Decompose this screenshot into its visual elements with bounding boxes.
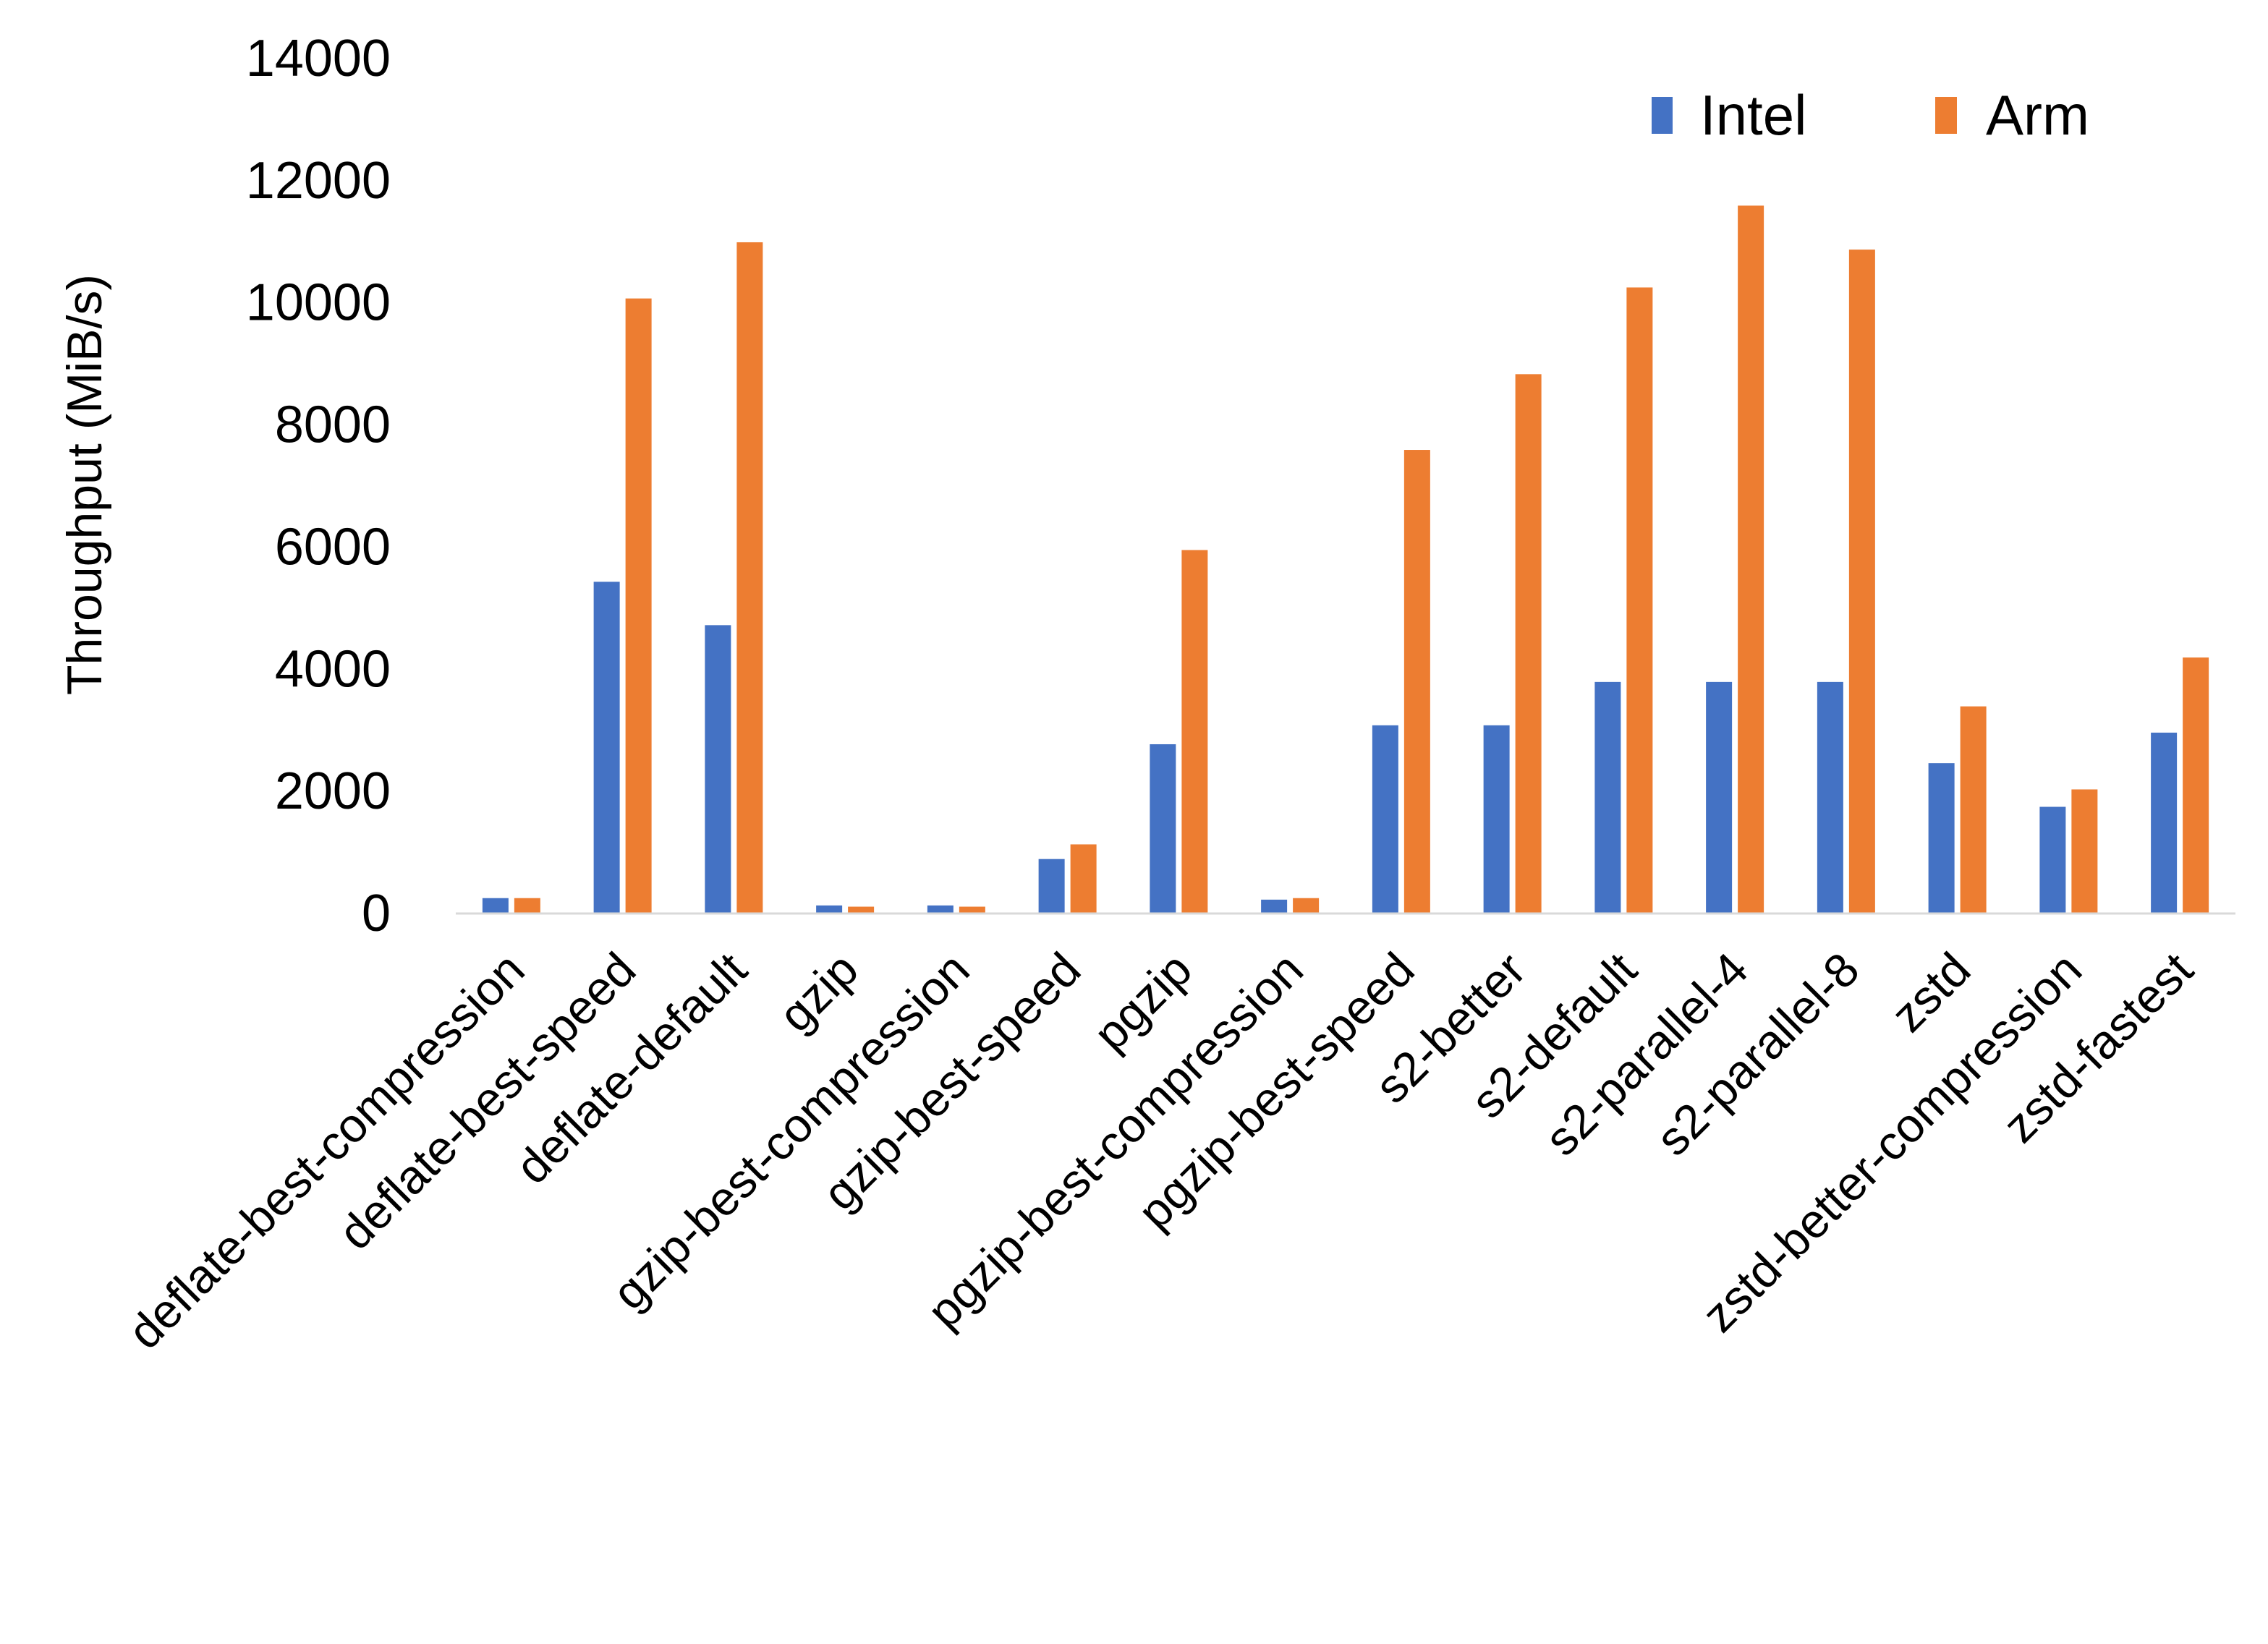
bar-arm-zstd xyxy=(1960,706,1987,913)
y-tick-label: 4000 xyxy=(275,640,391,698)
bar-intel-pgzip-best-speed xyxy=(1372,725,1398,913)
y-tick-label: 14000 xyxy=(246,30,391,88)
bar-arm-pgzip xyxy=(1181,550,1208,913)
y-tick-label: 10000 xyxy=(246,274,391,332)
x-tick-label: gzip xyxy=(768,942,868,1042)
bar-arm-zstd-better-compression xyxy=(2071,789,2098,913)
bar-intel-zstd-fastest xyxy=(2151,732,2178,913)
y-tick-label: 0 xyxy=(362,885,391,942)
y-tick-label: 6000 xyxy=(275,518,391,576)
bar-intel-s2-better xyxy=(1483,725,1510,913)
bar-intel-s2-parallel-8 xyxy=(1817,681,1843,913)
legend-label-intel: Intel xyxy=(1700,83,1806,147)
y-tick-label: 2000 xyxy=(275,762,391,820)
legend: Intel Arm xyxy=(1652,83,2089,147)
legend-swatch-intel xyxy=(1652,97,1673,134)
legend-swatch-arm xyxy=(1935,97,1957,134)
bar-arm-gzip-best-speed xyxy=(1070,844,1097,913)
y-tick-label: 8000 xyxy=(275,396,391,454)
x-axis-labels: deflate-best-compressiondeflate-best-spe… xyxy=(117,942,2203,1359)
bar-intel-s2-default xyxy=(1594,681,1621,913)
x-tick-label: zstd xyxy=(1881,942,1981,1042)
bar-arm-deflate-best-compression xyxy=(514,898,540,913)
bar-arm-pgzip-best-compression xyxy=(1293,898,1320,913)
bar-intel-deflate-default xyxy=(705,625,731,913)
bar-arm-s2-parallel-4 xyxy=(1738,205,1764,913)
bars xyxy=(482,205,2209,913)
y-axis-ticks: 0 2000 4000 6000 8000 10000 12000 14000 xyxy=(246,30,391,942)
y-tick-label: 12000 xyxy=(246,152,391,210)
bar-arm-deflate-best-speed xyxy=(625,298,652,913)
bar-arm-s2-parallel-8 xyxy=(1848,250,1875,913)
bar-intel-zstd xyxy=(1928,763,1955,913)
bar-intel-deflate-best-speed xyxy=(593,582,620,913)
legend-label-arm: Arm xyxy=(1986,83,2089,147)
bar-intel-s2-parallel-4 xyxy=(1706,681,1733,913)
bar-intel-gzip xyxy=(816,905,843,913)
bar-arm-pgzip-best-speed xyxy=(1403,450,1430,913)
bar-intel-pgzip-best-compression xyxy=(1261,899,1288,913)
bar-arm-deflate-default xyxy=(736,242,763,913)
bar-intel-deflate-best-compression xyxy=(482,898,509,913)
bar-intel-gzip-best-speed xyxy=(1038,859,1065,913)
bar-intel-gzip-best-compression xyxy=(927,905,954,913)
bar-arm-zstd-fastest xyxy=(2183,657,2209,913)
bar-arm-s2-better xyxy=(1515,374,1542,913)
bar-intel-zstd-better-compression xyxy=(2039,806,2066,913)
y-axis-title: Throughput (MiB/s) xyxy=(57,274,112,695)
bar-intel-pgzip xyxy=(1150,744,1176,913)
bar-arm-gzip xyxy=(848,906,875,913)
bar-arm-s2-default xyxy=(1626,287,1653,913)
bar-arm-gzip-best-compression xyxy=(959,906,985,913)
